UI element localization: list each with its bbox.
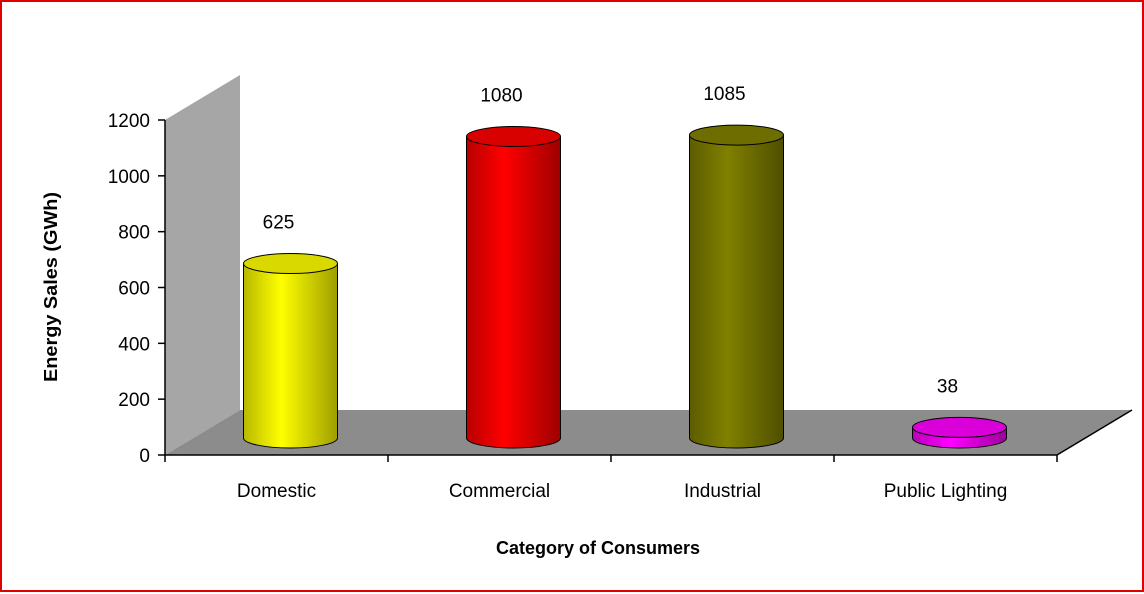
bar-public-lighting [912,416,1007,449]
chart-floor [165,410,1132,455]
data-label: 38 [937,376,958,397]
bars-group [243,124,1007,449]
bar-body [689,134,784,449]
bar-top [689,124,784,146]
y-tick-label: 400 [118,334,150,355]
bar-domestic [243,253,338,449]
x-tick-label: Public Lighting [884,481,1008,502]
bar-industrial [689,124,784,449]
y-tick-label: 200 [118,390,150,411]
bar-top [466,126,561,147]
back-wall [165,75,240,455]
bar-commercial [466,126,561,449]
y-tick-label: 0 [139,446,150,467]
y-tick-label: 1200 [108,111,150,132]
x-tick-label: Industrial [684,481,761,502]
y-tick-label: 600 [118,279,150,300]
bar-top [912,416,1007,438]
y-tick-label: 1000 [108,167,150,188]
floor-edge-line [1056,409,1133,456]
x-tick-label: Commercial [449,481,550,502]
x-tick-group: Domestic Commercial Industrial Public Light… [164,455,1058,502]
data-label: 625 [263,213,295,234]
bar-top [243,253,338,275]
x-tick-label: Domestic [237,481,316,502]
y-axis-title: Energy Sales (GWh) [41,192,61,382]
x-axis-title: Category of Consumers [496,538,700,558]
data-label: 1080 [480,86,522,107]
y-tick-group: 0 200 400 600 800 1000 1200 [108,111,165,467]
y-tick-label: 800 [118,223,150,244]
data-labels-group: 625 1080 1085 38 [263,84,958,397]
bar-body [243,263,338,449]
data-label: 1085 [703,84,745,105]
bar-body [466,136,561,449]
